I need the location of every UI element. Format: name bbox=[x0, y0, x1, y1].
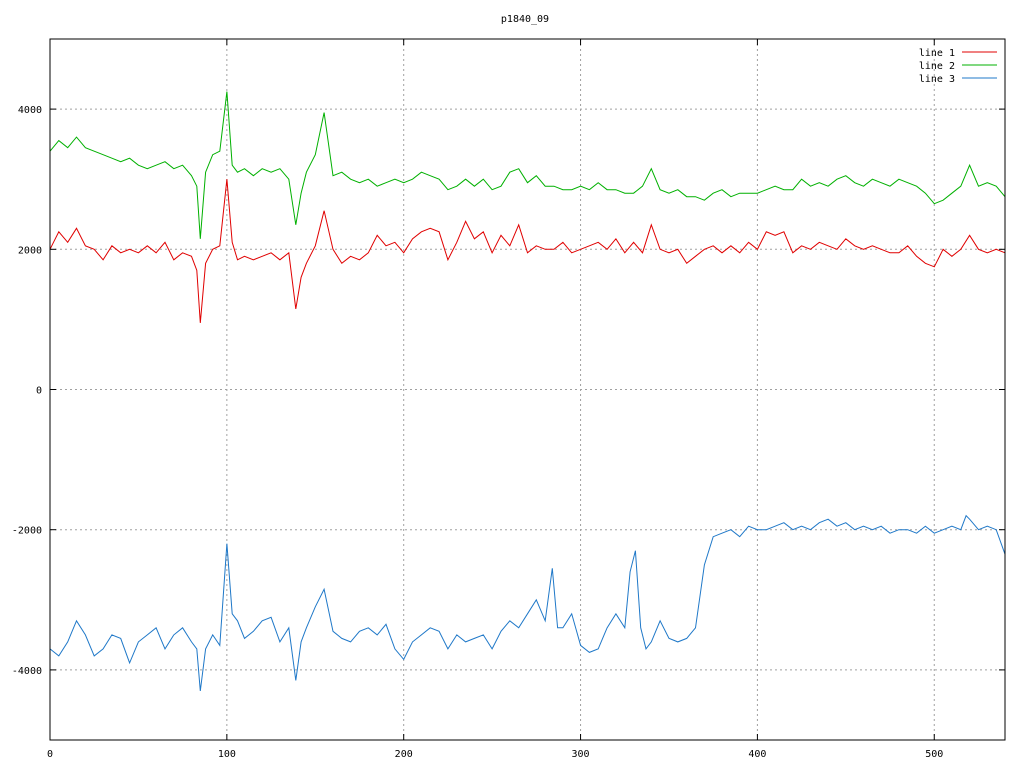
legend-label: line 1 bbox=[919, 48, 955, 59]
y-tick-label: 4000 bbox=[18, 105, 42, 116]
y-tick-label: -4000 bbox=[12, 666, 42, 677]
series-line-1 bbox=[49, 179, 1006, 323]
legend-label: line 3 bbox=[919, 74, 955, 85]
grid bbox=[50, 39, 1005, 740]
legend-label: line 2 bbox=[919, 61, 955, 72]
x-tick-label: 0 bbox=[47, 749, 53, 760]
y-tick-label: 2000 bbox=[18, 245, 42, 256]
series-line-2 bbox=[49, 91, 1006, 239]
x-tick-label: 100 bbox=[218, 749, 236, 760]
x-tick-label: 300 bbox=[572, 749, 590, 760]
axis-ticks: 0 100 200 300 400 500 -4000 -2000 0 2000 4000 bbox=[12, 39, 1005, 760]
x-tick-label: 400 bbox=[748, 749, 766, 760]
x-tick-label: 200 bbox=[395, 749, 413, 760]
chart-title: p1840_09 bbox=[501, 14, 549, 25]
x-tick-label: 500 bbox=[925, 749, 943, 760]
y-tick-label: 0 bbox=[36, 386, 42, 397]
y-tick-label: -2000 bbox=[12, 526, 42, 537]
legend: line 1 line 2 line 3 bbox=[919, 48, 997, 85]
series-line-3 bbox=[49, 514, 1006, 691]
series-lines bbox=[49, 91, 1006, 691]
